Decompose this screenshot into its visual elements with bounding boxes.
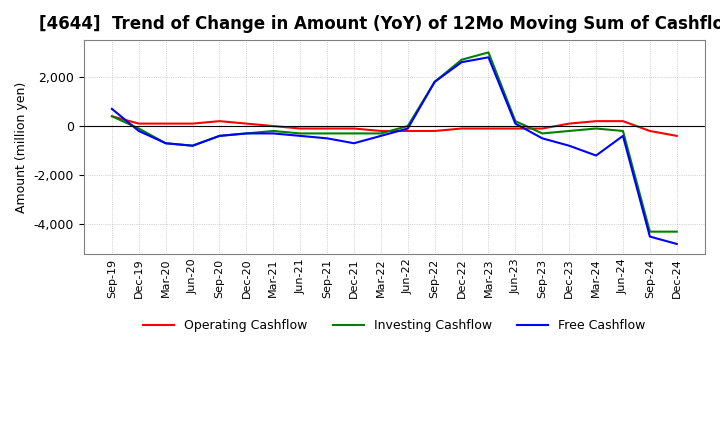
Free Cashflow: [511, 121, 520, 126]
Free Cashflow: [269, 131, 278, 136]
Free Cashflow: [323, 136, 331, 141]
Investing Cashflow: [618, 128, 627, 134]
Y-axis label: Amount (million yen): Amount (million yen): [15, 81, 28, 213]
Free Cashflow: [161, 141, 170, 146]
Operating Cashflow: [618, 118, 627, 124]
Operating Cashflow: [161, 121, 170, 126]
Investing Cashflow: [538, 131, 546, 136]
Free Cashflow: [457, 59, 466, 65]
Investing Cashflow: [672, 229, 681, 234]
Investing Cashflow: [269, 128, 278, 134]
Free Cashflow: [618, 133, 627, 139]
Operating Cashflow: [511, 126, 520, 131]
Operating Cashflow: [672, 133, 681, 139]
Operating Cashflow: [646, 128, 654, 134]
Free Cashflow: [565, 143, 574, 148]
Investing Cashflow: [242, 131, 251, 136]
Line: Operating Cashflow: Operating Cashflow: [112, 116, 677, 136]
Free Cashflow: [403, 126, 412, 131]
Free Cashflow: [350, 141, 359, 146]
Operating Cashflow: [538, 126, 546, 131]
Investing Cashflow: [511, 118, 520, 124]
Investing Cashflow: [323, 131, 331, 136]
Investing Cashflow: [188, 143, 197, 148]
Title: [4644]  Trend of Change in Amount (YoY) of 12Mo Moving Sum of Cashflows: [4644] Trend of Change in Amount (YoY) o…: [39, 15, 720, 33]
Investing Cashflow: [215, 133, 224, 139]
Investing Cashflow: [592, 126, 600, 131]
Operating Cashflow: [592, 118, 600, 124]
Operating Cashflow: [135, 121, 143, 126]
Free Cashflow: [107, 106, 116, 111]
Investing Cashflow: [107, 114, 116, 119]
Operating Cashflow: [215, 118, 224, 124]
Free Cashflow: [672, 241, 681, 246]
Operating Cashflow: [565, 121, 574, 126]
Investing Cashflow: [431, 79, 439, 84]
Operating Cashflow: [484, 126, 492, 131]
Legend: Operating Cashflow, Investing Cashflow, Free Cashflow: Operating Cashflow, Investing Cashflow, …: [138, 314, 651, 337]
Investing Cashflow: [161, 141, 170, 146]
Operating Cashflow: [323, 126, 331, 131]
Free Cashflow: [215, 133, 224, 139]
Free Cashflow: [188, 143, 197, 148]
Line: Investing Cashflow: Investing Cashflow: [112, 52, 677, 231]
Free Cashflow: [484, 55, 492, 60]
Investing Cashflow: [646, 229, 654, 234]
Investing Cashflow: [403, 123, 412, 128]
Investing Cashflow: [377, 131, 385, 136]
Line: Free Cashflow: Free Cashflow: [112, 57, 677, 244]
Investing Cashflow: [350, 131, 359, 136]
Investing Cashflow: [565, 128, 574, 134]
Operating Cashflow: [188, 121, 197, 126]
Free Cashflow: [242, 131, 251, 136]
Free Cashflow: [135, 128, 143, 134]
Operating Cashflow: [269, 123, 278, 128]
Investing Cashflow: [135, 126, 143, 131]
Operating Cashflow: [431, 128, 439, 134]
Free Cashflow: [538, 136, 546, 141]
Operating Cashflow: [403, 128, 412, 134]
Free Cashflow: [646, 234, 654, 239]
Investing Cashflow: [296, 131, 305, 136]
Free Cashflow: [377, 133, 385, 139]
Free Cashflow: [592, 153, 600, 158]
Operating Cashflow: [350, 126, 359, 131]
Free Cashflow: [296, 133, 305, 139]
Investing Cashflow: [484, 50, 492, 55]
Operating Cashflow: [107, 114, 116, 119]
Operating Cashflow: [377, 128, 385, 134]
Operating Cashflow: [296, 126, 305, 131]
Free Cashflow: [431, 79, 439, 84]
Operating Cashflow: [457, 126, 466, 131]
Investing Cashflow: [457, 57, 466, 62]
Operating Cashflow: [242, 121, 251, 126]
